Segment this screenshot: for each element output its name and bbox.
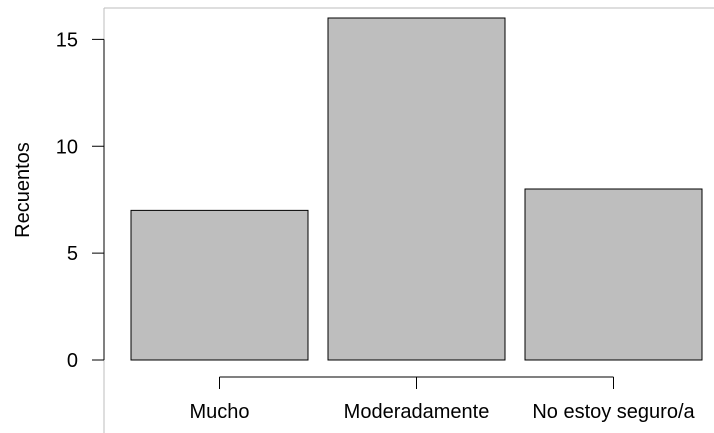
bar-mucho: [130, 209, 309, 361]
x-ticks: Mucho Moderadamente No estoy seguro/a: [189, 377, 696, 423]
y-ticks: 0 5 10 15: [56, 29, 104, 372]
y-tick-label: 5: [67, 243, 78, 265]
x-tick-label: Moderadamente: [344, 401, 490, 423]
x-tick-label: Mucho: [189, 401, 249, 423]
x-tick-label: No estoy seguro/a: [532, 401, 695, 423]
bar-no-estoy-seguro-a: [524, 188, 703, 361]
bar-moderadamente: [327, 17, 506, 361]
y-axis: 0 5 10 15: [56, 29, 105, 372]
y-tick-label: 15: [56, 29, 78, 51]
y-tick-label: 10: [56, 136, 78, 158]
y-tick-label: 0: [67, 350, 78, 372]
y-axis-label: Recuentos: [12, 142, 34, 238]
x-axis: Mucho Moderadamente No estoy seguro/a: [189, 376, 696, 423]
bar-series: [130, 17, 703, 361]
